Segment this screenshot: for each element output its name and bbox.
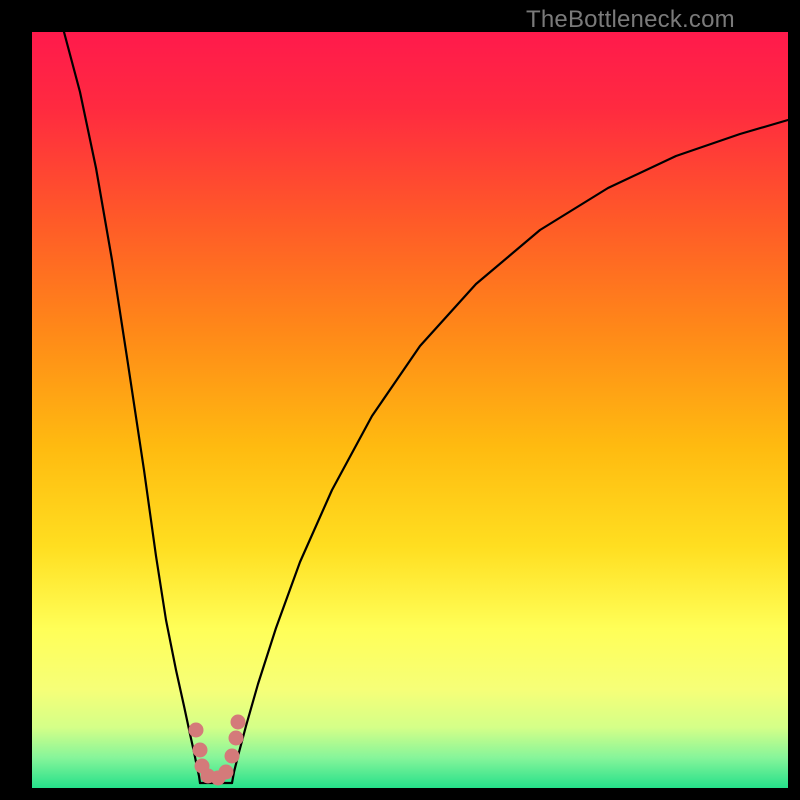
- bottleneck-chart: [0, 0, 800, 800]
- right-curve: [232, 120, 788, 783]
- sample-marker: [219, 765, 233, 779]
- sample-marker: [225, 749, 239, 763]
- sample-marker: [189, 723, 203, 737]
- left-curve: [64, 32, 200, 783]
- sample-marker: [229, 731, 243, 745]
- sample-markers: [189, 715, 245, 785]
- sample-marker: [193, 743, 207, 757]
- sample-marker: [231, 715, 245, 729]
